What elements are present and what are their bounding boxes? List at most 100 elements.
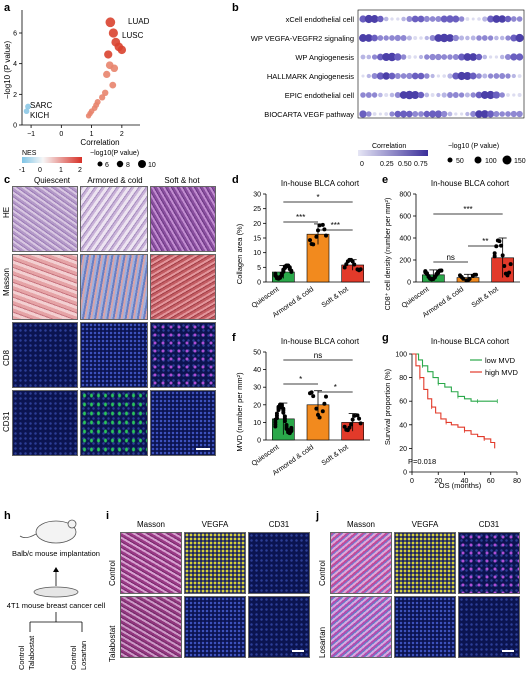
sample-point <box>507 270 512 275</box>
row-cd31: CD31 <box>2 411 11 432</box>
panel-e-ylabel: CD8⁺ cell density (number per mm²) <box>385 198 392 311</box>
image-i-masson-control <box>120 532 182 594</box>
cell-label: 4T1 mouse breast cancer cell <box>7 601 106 610</box>
sample-point <box>324 233 328 238</box>
correlation-dot <box>510 34 518 42</box>
correlation-dot <box>389 111 395 117</box>
nes-tick: 1 <box>59 167 63 174</box>
correlation-dot <box>447 92 453 98</box>
correlation-dot <box>464 92 470 98</box>
y-tick-label: 30 <box>253 192 261 199</box>
correlation-dot <box>505 111 511 117</box>
correlation-dot <box>471 17 475 21</box>
correlation-dot <box>371 72 378 80</box>
sample-point <box>281 267 286 272</box>
correlation-dot <box>400 34 407 42</box>
correlation-dot <box>400 73 407 79</box>
correlation-dot <box>498 15 506 23</box>
correlation-dot <box>366 111 372 117</box>
col-cd31: CD31 <box>268 520 290 529</box>
y-tick-label: 50 <box>253 350 261 357</box>
correlation-dot <box>377 35 384 41</box>
image-he-armored <box>80 186 148 252</box>
correlation-dot <box>434 34 443 42</box>
correlation-dot <box>387 52 397 62</box>
sample-point <box>322 227 327 232</box>
correlation-dot <box>430 73 435 79</box>
sample-point <box>347 257 352 262</box>
correlation-dot <box>394 34 401 42</box>
panel-a-legend: -1 0 1 2 6 8 10 <box>19 157 156 174</box>
size-key-6 <box>97 161 103 167</box>
significance-label: ns <box>446 253 454 262</box>
correlation-dot <box>504 53 512 61</box>
correlation-dot <box>457 71 466 81</box>
panel-label-f: f <box>232 332 236 344</box>
correlation-dot <box>475 110 483 118</box>
group-label: Soft & hot <box>321 444 350 467</box>
sample-point <box>352 413 357 418</box>
row-label: WP VEGFA-VEGFR2 signaling <box>251 34 354 43</box>
image-i-cd31-talabostat <box>248 596 310 658</box>
correlation-dot <box>463 71 472 81</box>
correlation-dot <box>436 74 441 78</box>
label-kich: KICH <box>30 111 49 120</box>
row-talabostat: Talabostat <box>108 625 117 662</box>
correlation-dot <box>447 111 453 117</box>
image-j-vegfa-losartan <box>394 596 456 658</box>
group-label: Quiescent <box>251 444 281 468</box>
image-i-masson-talabostat <box>120 596 182 658</box>
correlation-dot <box>430 93 435 97</box>
image-cd31-soft <box>150 390 216 456</box>
correlation-dot <box>407 55 412 59</box>
sample-point <box>429 277 434 282</box>
corr-tick: 0 <box>360 161 364 168</box>
data-point <box>103 70 111 79</box>
sample-point <box>273 417 278 422</box>
correlation-dot <box>452 15 460 23</box>
correlation-dot <box>389 35 395 41</box>
correlation-dot <box>493 110 500 118</box>
correlation-dot <box>480 91 489 99</box>
y-tick-label: 0 <box>257 280 261 287</box>
correlation-dot <box>361 74 365 78</box>
arm-control-2: Control <box>69 645 78 670</box>
x-tick-label: −1 <box>27 131 35 138</box>
correlation-dot <box>470 92 476 98</box>
correlation-dot <box>470 110 477 118</box>
sample-point <box>287 430 292 435</box>
y-tick-label: 800 <box>399 192 411 199</box>
correlation-dot <box>378 92 383 98</box>
significance-label: * <box>316 193 319 202</box>
correlation-dot <box>435 15 442 23</box>
data-point <box>108 28 118 38</box>
legend-corr-title: Correlation <box>372 143 406 150</box>
correlation-dot <box>377 53 384 61</box>
correlation-dot <box>413 55 417 59</box>
significance-label: ns <box>314 351 322 360</box>
panel-d-ylabel: Collagen area (%) <box>235 223 244 284</box>
sample-point <box>282 264 287 269</box>
panel-e-bar-chart: In-house BLCA cohort CD8⁺ cell density (… <box>385 179 520 319</box>
panel-a-volcano: −1 0 1 2 0 2 4 6 −log10 (P value) Correlation L… <box>3 10 150 157</box>
correlation-dot <box>447 73 453 79</box>
correlation-dot <box>440 15 448 23</box>
correlation-dot <box>460 112 464 116</box>
panel-g-pvalue: P=0.018 <box>408 457 436 466</box>
legend-low-mvd: low MVD <box>485 356 516 365</box>
correlation-dot <box>517 93 522 97</box>
correlation-dot <box>411 90 420 100</box>
correlation-dot <box>417 15 425 23</box>
correlation-dot <box>366 73 371 79</box>
data-point <box>109 81 117 89</box>
panel-label-d: d <box>232 174 239 186</box>
correlation-dot <box>476 35 482 41</box>
image-i-cd31-control <box>248 532 310 594</box>
corr-tick: 0.25 <box>380 161 394 168</box>
correlation-dot <box>429 53 436 61</box>
correlation-dot <box>365 92 372 98</box>
panel-label-j: j <box>316 510 320 522</box>
image-i-vegfa-control <box>184 532 246 594</box>
correlation-dot <box>487 110 495 118</box>
correlation-dot <box>454 112 458 116</box>
